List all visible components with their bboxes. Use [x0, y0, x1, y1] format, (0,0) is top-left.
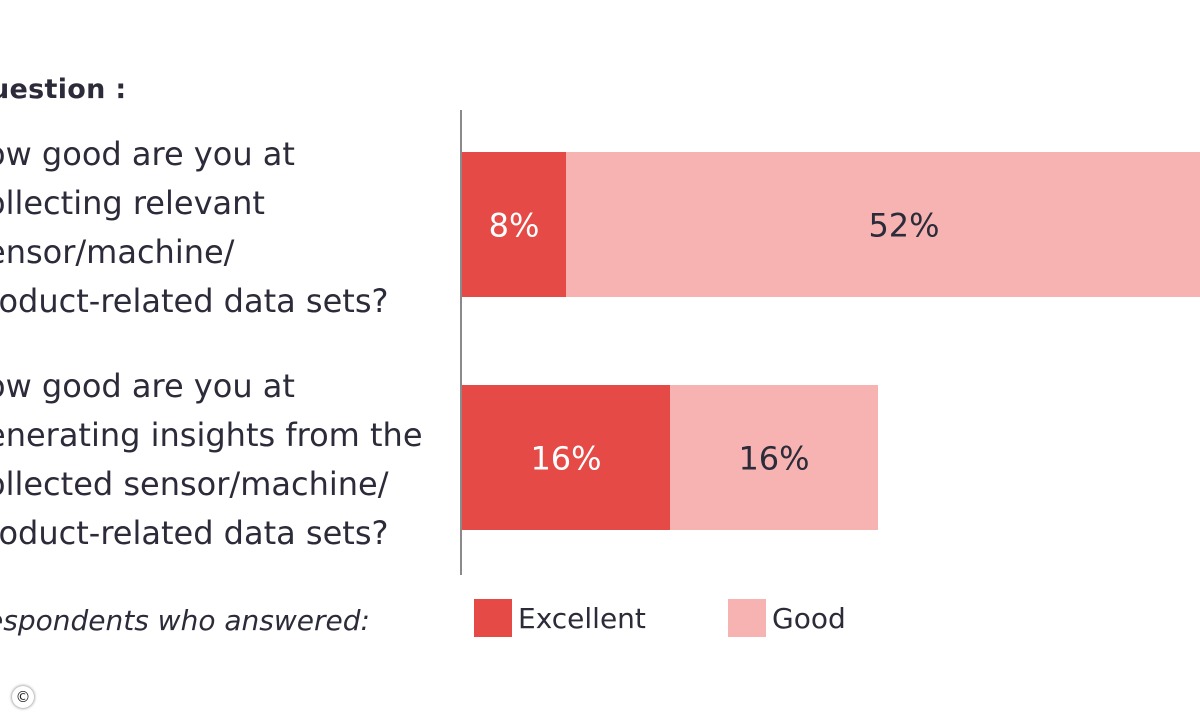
data-label-good-1: 52% — [868, 207, 939, 245]
legend-swatch-good — [728, 599, 766, 637]
legend-item-excellent: Excellent — [474, 598, 646, 638]
data-label-excellent-1: 8% — [489, 207, 540, 245]
legend-label-excellent: Excellent — [518, 601, 646, 635]
y-axis-line — [460, 110, 462, 575]
legend-title: espondents who answered: — [0, 604, 370, 637]
bar-good-2 — [670, 385, 878, 530]
question-label-1: ow good are you at ollecting relevant en… — [0, 135, 389, 320]
question-label-2: ow good are you at enerating insights fr… — [0, 367, 423, 552]
question-header: uestion : — [0, 74, 127, 105]
bar-excellent-2 — [462, 385, 670, 530]
bar-excellent-1 — [462, 152, 566, 297]
data-label-excellent-2: 16% — [530, 440, 601, 478]
bar-good-1 — [566, 152, 1200, 297]
legend-item-good: Good — [728, 598, 846, 638]
legend-label-good: Good — [772, 601, 846, 635]
legend-swatch-excellent — [474, 599, 512, 637]
copyright-icon: © — [12, 686, 34, 708]
data-label-good-2: 16% — [738, 440, 809, 478]
